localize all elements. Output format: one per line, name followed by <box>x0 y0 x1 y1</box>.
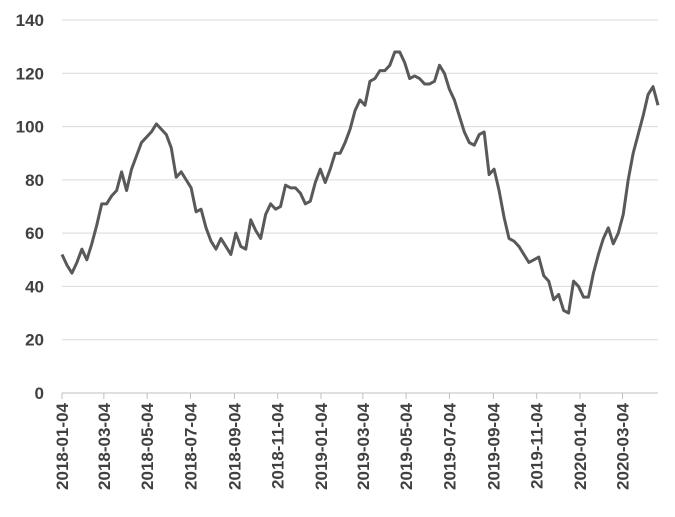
x-tick-label: 2018-03-04 <box>95 402 114 490</box>
x-tick-label: 2019-01-04 <box>312 402 331 490</box>
x-tick-label: 2019-09-04 <box>484 402 503 490</box>
x-tick-label: 2018-01-04 <box>53 402 72 490</box>
y-tick-label: 20 <box>25 331 44 350</box>
x-tick-label: 2019-03-04 <box>354 402 373 490</box>
x-tick-label: 2018-07-04 <box>181 402 200 490</box>
y-tick-label: 40 <box>25 277 44 296</box>
x-tick-label: 2018-11-04 <box>269 402 288 489</box>
y-tick-label: 140 <box>16 11 44 30</box>
y-tick-label: 120 <box>16 64 44 83</box>
x-tick-label: 2019-05-04 <box>397 402 416 490</box>
x-tick-label: 2019-11-04 <box>528 402 547 489</box>
y-tick-label: 60 <box>25 224 44 243</box>
line <box>60 50 660 315</box>
y-tick-label: 80 <box>25 171 44 190</box>
x-tick-label: 2018-09-04 <box>225 402 244 490</box>
x-tick-label: 2020-01-04 <box>571 402 590 490</box>
y-tick-label: 0 <box>35 384 44 403</box>
x-tick-label: 2020-03-04 <box>614 402 633 490</box>
x-tick-label: 2019-07-04 <box>440 402 459 490</box>
x-tick-label: 2018-05-04 <box>138 402 157 490</box>
y-tick-label: 100 <box>16 118 44 137</box>
